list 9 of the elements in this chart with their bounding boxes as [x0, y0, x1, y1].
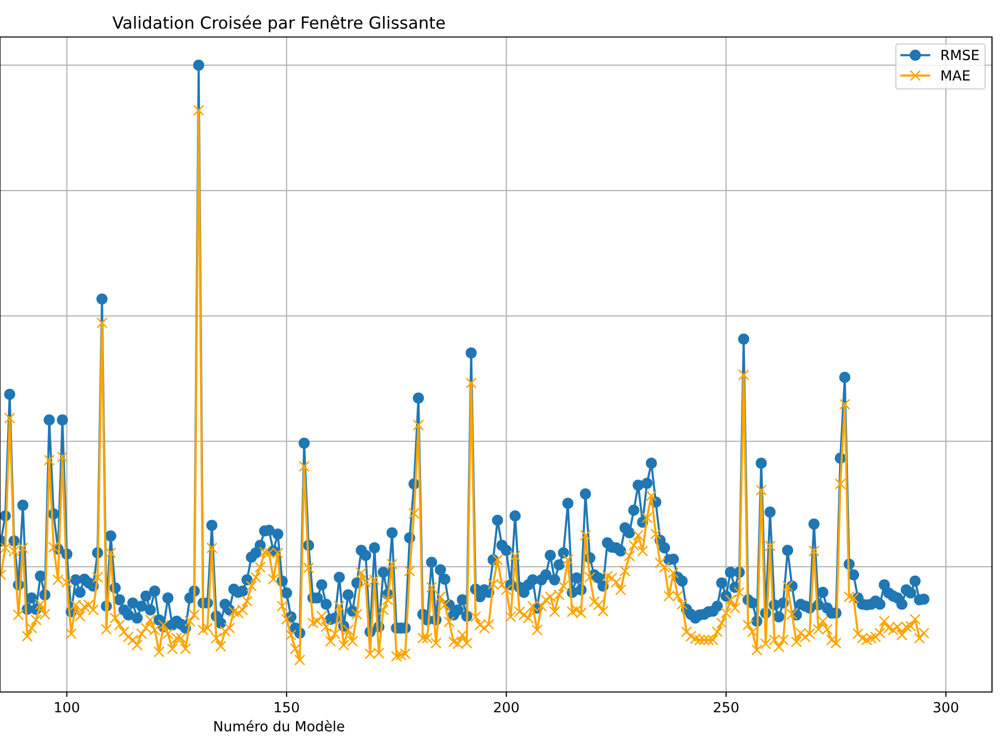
chart-title: Validation Croisée par Fenêtre Glissante — [112, 15, 445, 32]
x-axis-title: Numéro du Modèle — [214, 720, 344, 732]
x-tick-label: 250 — [714, 702, 738, 712]
legend-label: RMSE — [942, 50, 979, 60]
legend-label: MAE — [942, 70, 970, 80]
x-tick-label: 150 — [274, 702, 299, 712]
x-tick-label: 200 — [494, 702, 519, 712]
x-tick-label: 100 — [55, 702, 80, 712]
x-tick-label: 300 — [934, 702, 958, 712]
